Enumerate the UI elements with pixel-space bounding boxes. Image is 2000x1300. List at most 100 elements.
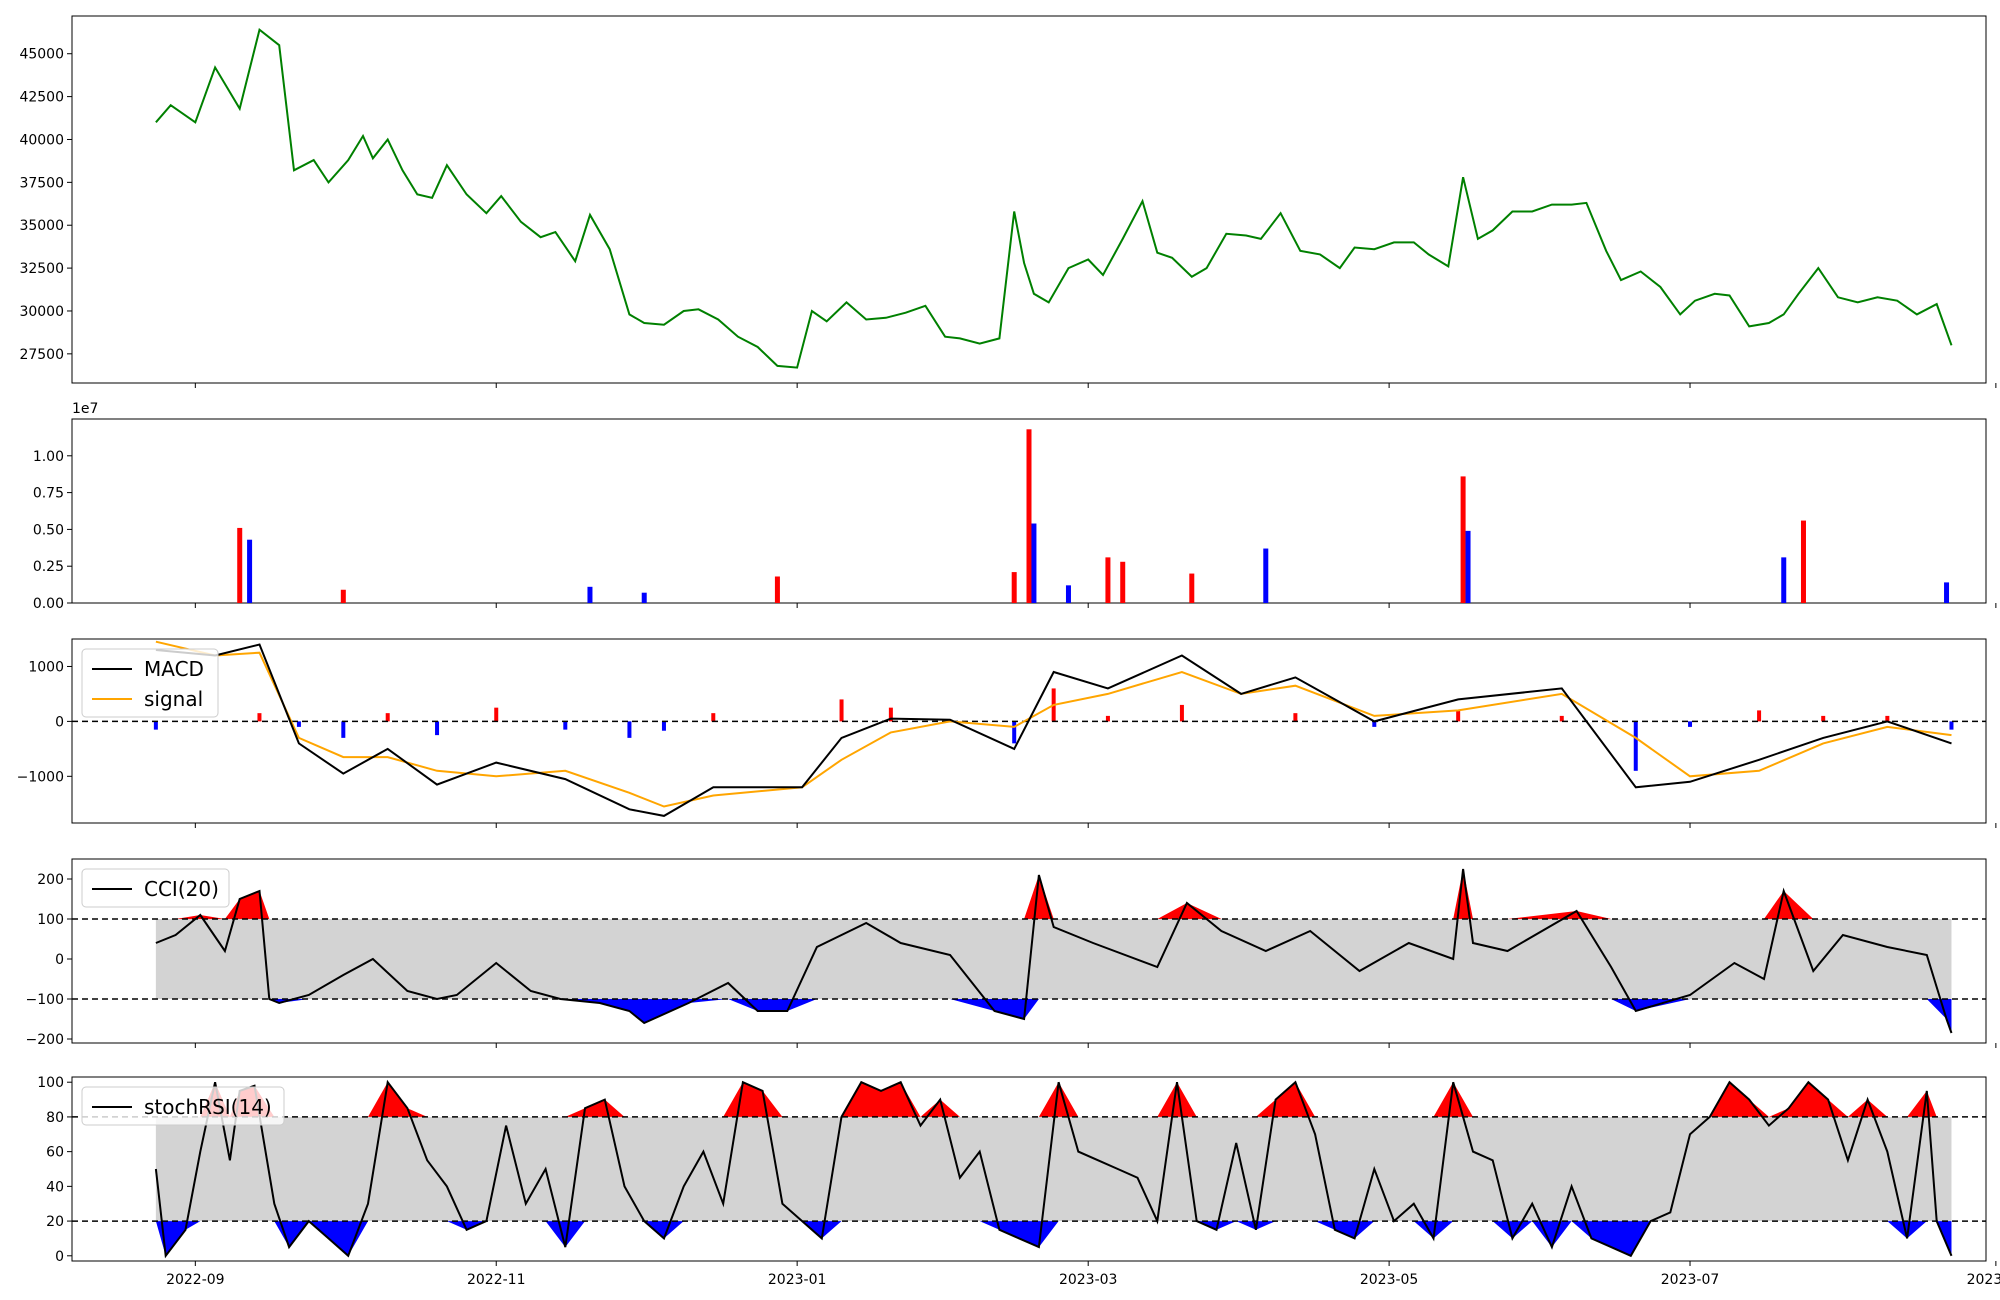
y-tick-label: 80 — [46, 1110, 64, 1126]
y-tick-label: 42500 — [19, 90, 64, 106]
panel-frame — [71, 15, 1987, 384]
panel-frame — [71, 858, 1987, 1044]
y-tick-label: 1000 — [28, 659, 64, 675]
macd-histogram-bar — [341, 721, 346, 738]
y-tick-label: 30000 — [19, 304, 64, 320]
y-tick-label: 0 — [55, 714, 64, 730]
panel-frame — [71, 638, 1987, 824]
legend-box — [81, 868, 230, 908]
y-tick-label: 27500 — [19, 347, 64, 363]
macd-signal-line — [155, 640, 1952, 808]
legend-label: signal — [144, 687, 203, 711]
legend-box — [81, 1086, 285, 1126]
x-tick-label: 2023-07 — [1661, 1272, 1720, 1288]
y-tick-label: 32500 — [19, 261, 64, 277]
legend-label: MACD — [144, 657, 204, 681]
macd-histogram-bar — [385, 713, 390, 722]
cci-line — [155, 868, 1953, 1034]
legend-label: CCI(20) — [144, 877, 219, 901]
y-tick-label: 45000 — [19, 47, 64, 63]
overbought-fill — [155, 1082, 1952, 1117]
macd-histogram-bar — [1821, 715, 1826, 722]
shared-x-axis: 2022-09 2022-11 2023-01 2023-03 2023-05 2023-… — [166, 383, 2000, 1288]
macd-histogram-bar — [1372, 721, 1377, 727]
macd-histogram-bar — [1293, 713, 1298, 722]
y-tick-label: 100 — [37, 912, 64, 928]
volume-bar — [641, 592, 647, 603]
y-tick-label: 0.00 — [33, 596, 64, 612]
macd-histogram-bar — [661, 721, 666, 731]
macd-histogram-bar — [888, 707, 893, 722]
macd-histogram-bar — [494, 707, 499, 722]
volume-bar — [1120, 561, 1126, 603]
y-tick-label: −1000 — [17, 769, 64, 785]
macd-histogram-bar — [711, 713, 716, 722]
y-tick-label: 40000 — [19, 132, 64, 148]
volume-bar — [1189, 573, 1195, 603]
macd-histogram-bar — [1885, 715, 1890, 722]
macd-histogram-bar — [1456, 710, 1461, 722]
price-panel: 27500 30000 32500 35000 37500 40000 42500 45000 — [19, 15, 1987, 384]
x-tick-label: 2022-09 — [166, 1272, 225, 1288]
macd-histogram-bar — [1012, 721, 1017, 744]
price-line — [155, 27, 1953, 369]
y-tick-label: −100 — [26, 992, 64, 1008]
volume-bar — [1465, 530, 1471, 603]
macd-histogram-bar — [1179, 704, 1184, 722]
macd-histogram-bar — [1105, 715, 1110, 722]
volume-bar — [1031, 523, 1037, 603]
oversold-fill — [155, 1221, 1952, 1256]
macd-histogram-bar — [296, 721, 301, 727]
volume-bar — [340, 589, 346, 603]
stochrsi-line — [154, 1079, 1953, 1259]
volume-scale-label: 1e7 — [72, 401, 98, 417]
macd-histogram-bar — [563, 721, 568, 730]
y-tick-label: 0 — [55, 1249, 64, 1265]
volume-bar — [774, 576, 780, 603]
volume-bar — [247, 539, 253, 603]
macd-histogram-bar — [1559, 715, 1564, 722]
volume-bar — [1026, 429, 1032, 603]
volume-bar — [1460, 476, 1466, 603]
legend-label: stochRSI(14) — [144, 1095, 272, 1119]
macd-histogram-bar — [627, 721, 632, 738]
volume-panel: 0.00 0.25 0.50 0.75 1.00 1e7 — [33, 401, 1987, 612]
y-tick-label: 200 — [37, 872, 64, 888]
y-tick-label: 20 — [46, 1214, 64, 1230]
volume-bar — [1263, 548, 1269, 603]
volume-bar — [1105, 557, 1111, 603]
y-tick-label: −200 — [26, 1032, 64, 1048]
volume-bar — [237, 527, 243, 603]
macd-histogram-bar — [1949, 721, 1954, 730]
macd-histogram-bar — [1688, 721, 1693, 727]
x-tick-label: 2022-11 — [467, 1272, 526, 1288]
overbought-fill — [155, 869, 1952, 919]
y-tick-label: 100 — [37, 1075, 64, 1091]
y-tick-label: 35000 — [19, 218, 64, 234]
volume-bar — [1800, 520, 1806, 603]
macd-histogram-bar — [435, 721, 440, 736]
y-tick-label: 37500 — [19, 175, 64, 191]
y-tick-label: 1.00 — [33, 449, 64, 465]
x-tick-label: 2023-09 — [1967, 1272, 2000, 1288]
volume-bar — [1781, 557, 1787, 603]
y-tick-label: 60 — [46, 1145, 64, 1161]
x-tick-label: 2023-01 — [768, 1272, 827, 1288]
volume-bar — [1944, 582, 1950, 603]
macd-histogram-bar — [153, 721, 158, 730]
volume-bar — [587, 586, 593, 603]
y-tick-label: 0 — [55, 952, 64, 968]
cci-panel: −200 −100 0 100 200 CCI(20) — [26, 858, 1987, 1048]
macd-histogram-bar — [257, 713, 262, 722]
y-tick-label: 0.50 — [33, 522, 64, 538]
volume-bar — [1011, 572, 1017, 603]
y-tick-label: 0.25 — [33, 559, 64, 575]
y-tick-label: 0.75 — [33, 486, 64, 502]
macd-panel: −1000 0 1000 MACD signal — [17, 638, 1987, 824]
macd-histogram-bar — [1633, 721, 1638, 771]
neutral-band — [155, 919, 1952, 999]
y-tick-label: 40 — [46, 1179, 64, 1195]
macd-histogram-bar — [1757, 710, 1762, 722]
oversold-fill — [155, 999, 1952, 1033]
